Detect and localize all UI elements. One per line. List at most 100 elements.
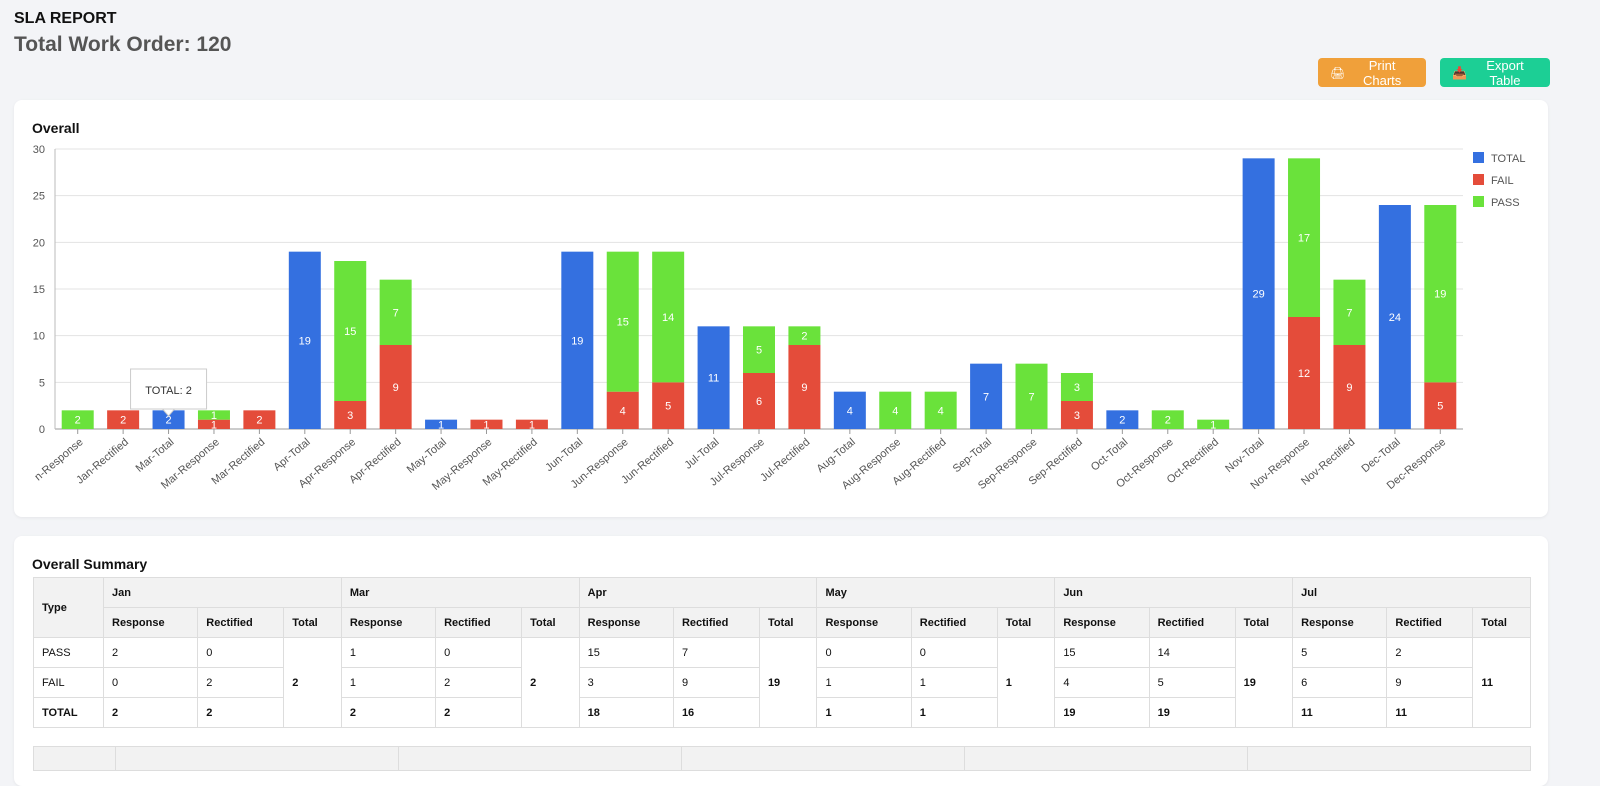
bar-fail[interactable] (606, 391, 639, 429)
month-total-cell: 2 (521, 637, 580, 728)
print-charts-button[interactable]: 🖨 Print Charts (1318, 58, 1426, 88)
bar-pass[interactable] (61, 410, 94, 429)
y-tick-label: 30 (33, 144, 45, 156)
bar-total[interactable] (1378, 205, 1411, 429)
y-tick-label: 20 (33, 237, 45, 249)
bar-pass[interactable] (334, 261, 367, 401)
bar-pass[interactable] (879, 391, 912, 429)
export-table-label: Export Table (1486, 57, 1524, 88)
x-tick-label: May-Total (405, 436, 449, 476)
legend-label-pass: PASS (1491, 197, 1520, 209)
bar-fail[interactable] (379, 345, 412, 429)
bar-pass[interactable] (379, 279, 412, 345)
bar-fail[interactable] (788, 345, 821, 429)
bar-pass[interactable] (652, 251, 685, 383)
report-title: SLA REPORT (14, 10, 117, 27)
data-label: 1 (211, 419, 217, 431)
table-cell (33, 746, 116, 771)
bar-total[interactable] (425, 419, 458, 429)
data-label: 19 (1434, 289, 1446, 301)
table-cell: 11 (1292, 697, 1388, 728)
column-header: Response (340, 607, 437, 638)
data-label: 4 (620, 405, 626, 417)
column-header: Response (578, 607, 674, 638)
summary-table-next (33, 746, 1531, 771)
x-tick-label: Jul-Rectified (758, 436, 812, 484)
table-cell: 2 (197, 697, 285, 728)
legend-swatch-fail[interactable] (1473, 174, 1484, 185)
column-header: Response (816, 607, 912, 638)
bar-pass[interactable] (924, 391, 957, 429)
month-header: Jan (103, 577, 342, 608)
bar-total[interactable] (288, 251, 321, 429)
legend-swatch-total[interactable] (1473, 152, 1484, 163)
data-label: 12 (1298, 368, 1310, 380)
data-label: 6 (756, 396, 762, 408)
table-cell (398, 746, 682, 771)
bar-fail[interactable] (334, 401, 367, 429)
bar-pass[interactable] (1424, 205, 1457, 383)
legend-label-total: TOTAL (1491, 153, 1525, 165)
bar-fail[interactable] (197, 419, 230, 429)
table-cell: 5 (1148, 667, 1236, 698)
bar-pass[interactable] (197, 410, 230, 420)
data-label: 2 (256, 415, 262, 427)
bar-fail[interactable] (107, 410, 140, 429)
bar-total[interactable] (152, 410, 185, 429)
data-label: 19 (571, 335, 583, 347)
y-tick-label: 15 (33, 284, 45, 296)
data-label: 9 (1346, 382, 1352, 394)
table-cell: 1 (340, 667, 437, 698)
table-cell: 2 (102, 697, 199, 728)
bar-fail[interactable] (652, 382, 685, 429)
table-subheader-row: Response Rectified Total Response Rectified T… (34, 607, 1531, 638)
bar-pass[interactable] (1060, 373, 1093, 401)
table-cell: 0 (816, 637, 912, 668)
column-header: Rectified (1148, 607, 1236, 638)
bar-total[interactable] (561, 251, 594, 429)
y-tick-label: 10 (33, 331, 45, 343)
bar-fail[interactable] (1288, 317, 1321, 429)
table-cell: 1 (816, 667, 912, 698)
bar-fail[interactable] (743, 373, 775, 429)
column-header: Total (1234, 607, 1294, 638)
bar-fail[interactable] (1060, 401, 1093, 429)
column-header: Rectified (197, 607, 285, 638)
bar-pass[interactable] (1288, 158, 1321, 317)
column-header: Response (102, 607, 199, 638)
bar-pass[interactable] (1333, 279, 1366, 345)
bar-fail[interactable] (1424, 382, 1457, 429)
table-cell: 0 (102, 667, 199, 698)
column-header: Rectified (910, 607, 998, 638)
bar-pass[interactable] (1197, 419, 1230, 429)
table-cell: 2 (197, 667, 285, 698)
bar-pass[interactable] (1015, 363, 1048, 429)
bar-fail[interactable] (470, 419, 503, 429)
month-header: Mar (340, 577, 580, 608)
data-label: 1 (211, 410, 217, 422)
bar-total[interactable] (697, 326, 730, 429)
tooltip-text: TOTAL: 2 (145, 385, 192, 397)
overall-chart-card: 0 5 10 15 20 25 30 2 n-Response 2 Jan-Rectified 2 Ma… (14, 100, 1548, 517)
bar-total[interactable] (1106, 410, 1139, 429)
bar-total[interactable] (970, 363, 1003, 429)
bar-pass[interactable] (606, 251, 639, 392)
bar-pass[interactable] (788, 326, 821, 345)
x-tick-label: Mar-Total (134, 436, 177, 475)
bar-total[interactable] (833, 391, 866, 429)
data-label: 14 (662, 312, 674, 324)
bar-pass[interactable] (743, 326, 775, 373)
bar-total[interactable] (1242, 158, 1275, 430)
month-header: Jun (1054, 577, 1294, 608)
data-label: 3 (347, 410, 353, 422)
bar-fail[interactable] (1333, 345, 1366, 429)
legend-swatch-pass[interactable] (1473, 196, 1484, 207)
export-table-button[interactable]: 📥 Export Table (1440, 57, 1550, 88)
bar-fail[interactable] (243, 410, 276, 429)
data-label: 3 (1074, 410, 1080, 422)
bar-fail[interactable] (515, 419, 548, 429)
x-tick-label: Aug-Total (814, 436, 857, 475)
column-header: Response (1054, 607, 1150, 638)
bar-pass[interactable] (1151, 410, 1184, 429)
table-cell: 19 (1054, 697, 1150, 728)
